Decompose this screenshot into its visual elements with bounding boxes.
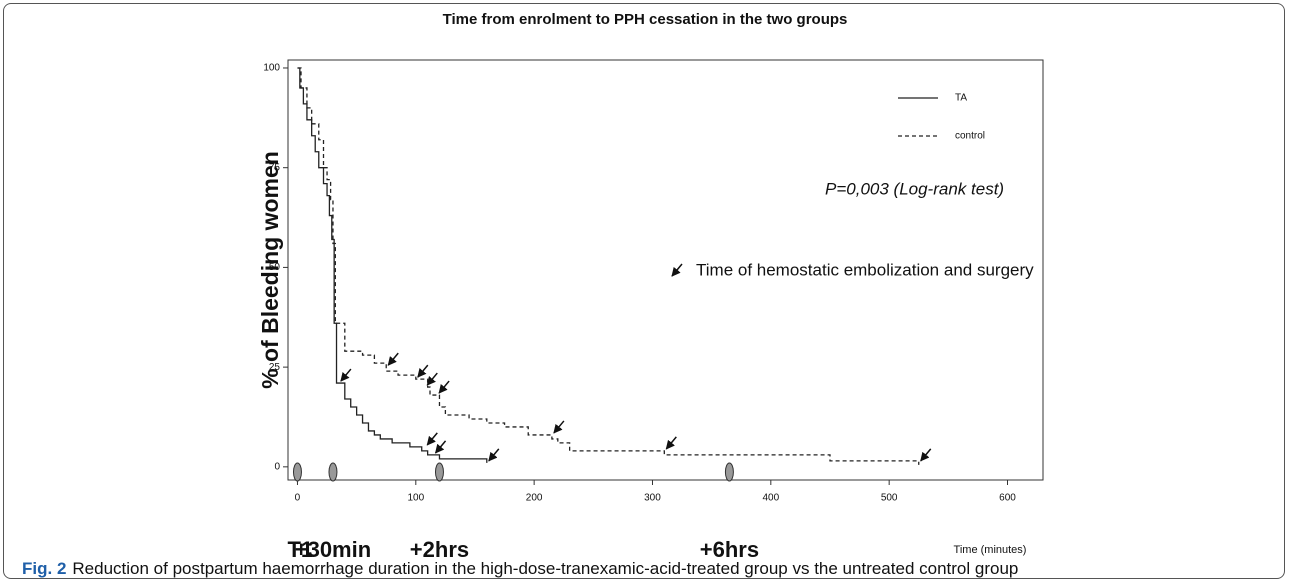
caption-label: Fig. 2 xyxy=(22,559,66,578)
x-tick-label: 200 xyxy=(526,493,543,504)
event-arrow xyxy=(426,432,438,446)
event-arrow xyxy=(434,440,447,454)
event-arrow xyxy=(340,368,352,382)
event-arrow xyxy=(488,448,500,462)
event-arrow xyxy=(553,420,565,434)
x-tick-label: 100 xyxy=(407,493,424,504)
note-arrow xyxy=(671,263,683,277)
legend-label: TA xyxy=(955,93,967,104)
event-arrow xyxy=(920,448,932,462)
event-arrow xyxy=(438,380,450,394)
frame xyxy=(3,3,1285,579)
x-tick-label: 400 xyxy=(762,493,779,504)
timepoint-marker xyxy=(328,462,338,482)
annotation: P=0,003 (Log-rank test) xyxy=(825,179,1004,198)
y-tick-label: 75 xyxy=(269,162,281,173)
timepoint-marker xyxy=(292,462,302,482)
caption: Fig. 2 Reduction of postpartum haemorrhag… xyxy=(22,559,1018,578)
x-axis-label: Time (minutes) xyxy=(954,544,1027,556)
chart-title: Time from enrolment to PPH cessation in … xyxy=(443,11,848,28)
timepoint-label: +6hrs xyxy=(700,537,759,562)
timepoint-label: +30min xyxy=(295,537,371,562)
timepoint-label: T1 xyxy=(287,537,313,562)
event-arrow xyxy=(387,352,399,366)
y-tick-label: 25 xyxy=(269,362,281,373)
plot-frame xyxy=(287,59,1044,481)
legend-label: control xyxy=(955,131,985,142)
timepoint-marker xyxy=(434,462,444,482)
caption-text: Reduction of postpartum haemorrhage dura… xyxy=(72,559,1018,578)
y-axis-label: % of Bleeding women xyxy=(257,151,283,389)
survival-line xyxy=(297,67,488,463)
x-tick-label: 300 xyxy=(644,493,661,504)
y-tick-label: 0 xyxy=(274,461,280,472)
timepoint-label: +2hrs xyxy=(410,537,469,562)
x-tick-label: 600 xyxy=(999,493,1016,504)
y-tick-label: 100 xyxy=(263,63,280,74)
timepoint-marker xyxy=(724,462,734,482)
x-tick-label: 0 xyxy=(295,493,301,504)
event-arrow xyxy=(665,436,677,450)
y-tick-label: 50 xyxy=(269,262,281,273)
x-tick-label: 500 xyxy=(881,493,898,504)
event-arrow xyxy=(417,364,429,378)
marker-note: Time of hemostatic embolization and surg… xyxy=(696,260,1034,279)
event-arrow xyxy=(426,372,438,386)
